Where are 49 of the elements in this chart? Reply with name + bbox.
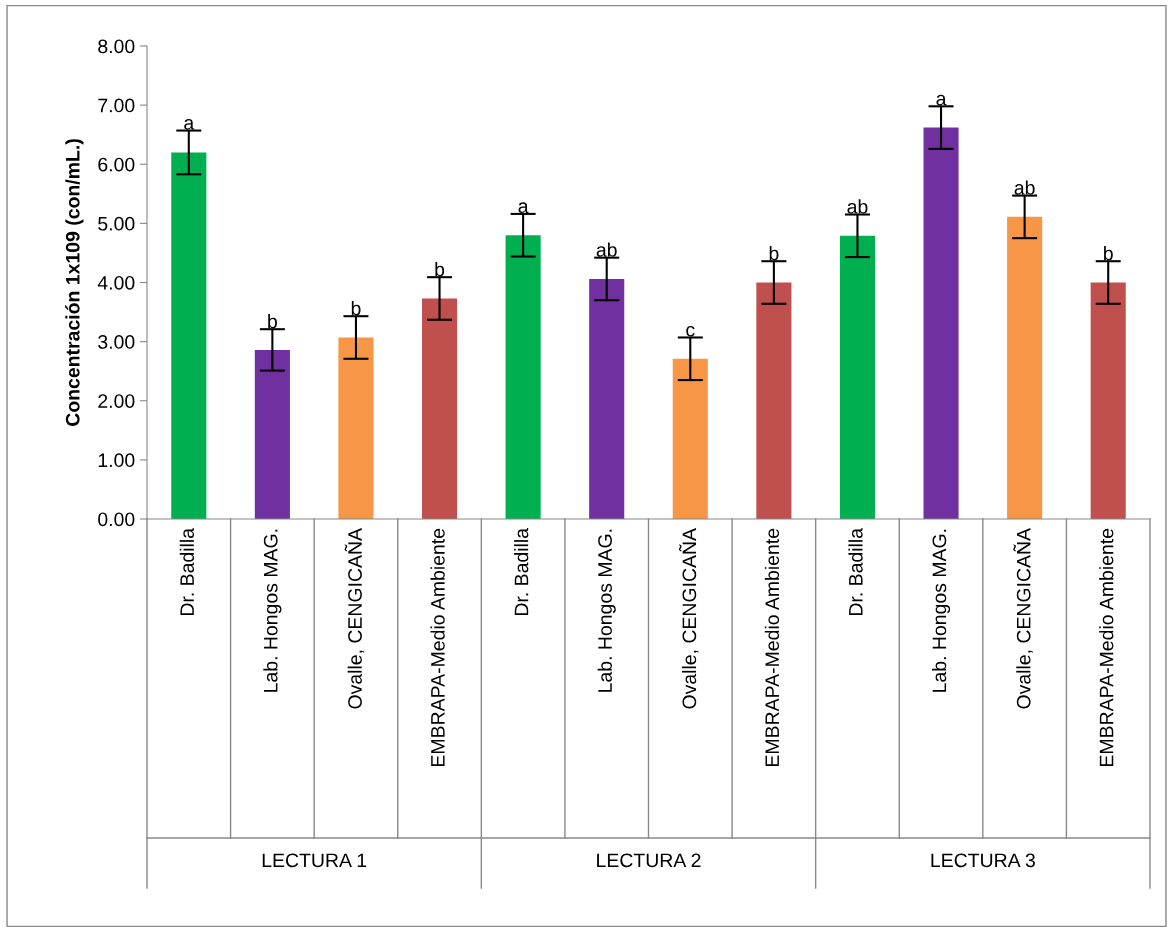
- bar: [672, 358, 708, 519]
- data-label: a: [936, 94, 947, 106]
- data-label: ab: [596, 242, 617, 257]
- y-tick-label: 6.00: [98, 157, 135, 172]
- text: LECTURA 2: [597, 853, 701, 868]
- x-tick-label: Ovalle, CENGICAÑA: [678, 528, 699, 709]
- data-label: b: [268, 314, 277, 329]
- bar: [338, 337, 374, 519]
- y-tick-label: 5.00: [98, 216, 135, 231]
- y-tick-label: 1.00: [98, 453, 135, 468]
- data-label: b: [435, 262, 445, 277]
- data-label: c: [686, 325, 695, 337]
- x-tick-label: EMBRAPA-Medio Ambiente: [430, 528, 445, 766]
- y-tick-label: 7.00: [98, 98, 135, 113]
- data-label: b: [351, 301, 361, 316]
- x-tick-label: EMBRAPA-Medio Ambiente: [1099, 528, 1114, 766]
- x-tick-label: Dr. Badilla: [514, 528, 529, 616]
- x-tick-label: Dr. Badilla: [179, 528, 195, 616]
- y-tick-label: 4.00: [97, 275, 135, 290]
- bar: [505, 235, 541, 519]
- y-tick-label: 2.00: [98, 394, 135, 408]
- x-tick-label: Ovalle, CENGICAÑA: [344, 528, 365, 709]
- bar: [589, 278, 625, 519]
- bar: [923, 127, 959, 519]
- bar: [1007, 216, 1043, 519]
- y-tick-label: 0.00: [98, 512, 135, 527]
- bar: [171, 152, 207, 519]
- x-tick-label: Lab. Hongos MAG.: [597, 529, 616, 692]
- bar: [421, 298, 458, 519]
- x-tick-label: EMBRAPA-Medio Ambiente: [764, 528, 780, 766]
- x-tick-label: Lab. Hongos MAG.: [263, 529, 282, 692]
- data-label: a: [518, 202, 529, 214]
- text: LECTURA 3: [931, 853, 1035, 868]
- data-label: b: [1104, 246, 1113, 261]
- y-axis-title: Concentración 1x109 (con/mL.): [65, 139, 84, 426]
- data-label: ab: [847, 199, 868, 214]
- bar: [1090, 282, 1126, 519]
- x-tick-label: Ovalle, CENGICAÑA: [1013, 528, 1033, 709]
- data-label: b: [769, 246, 779, 261]
- data-label: ab: [1014, 180, 1035, 195]
- x-tick-label: Lab. Hongos MAG.: [931, 529, 951, 692]
- data-label: a: [184, 119, 195, 130]
- bar: [254, 349, 290, 519]
- bar: [839, 235, 876, 519]
- x-tick-label: Dr. Badilla: [848, 528, 863, 616]
- bar: [756, 282, 792, 519]
- y-tick-label: 8.00: [98, 39, 135, 54]
- text: LECTURA 1: [262, 853, 367, 868]
- y-tick-label: 3.00: [98, 335, 135, 349]
